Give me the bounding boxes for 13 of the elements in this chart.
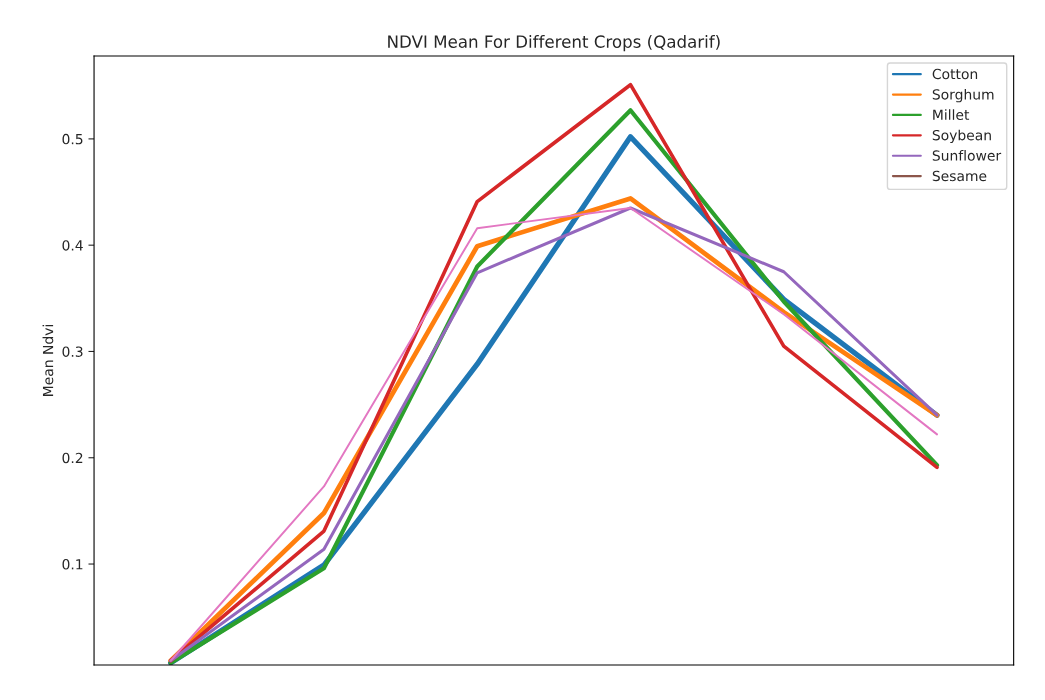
legend-label: Sesame	[932, 170, 987, 182]
y-tick-label: 0.1	[62, 559, 83, 570]
y-tick-label: 0.2	[62, 452, 83, 464]
legend-label: Sunflower	[932, 150, 1002, 161]
y-axis-title: Mean Ndvi	[42, 325, 54, 396]
legend-label: Cotton	[932, 68, 978, 80]
y-tick-label: 0.4	[62, 240, 83, 251]
chart-title: NDVI Mean For Different Crops (Qadarif)	[388, 35, 720, 52]
legend-label: Soybean	[932, 129, 991, 144]
legend-label: Sorghum	[932, 88, 994, 103]
y-tick-label: 0.5	[62, 133, 83, 145]
legend-label: Millet	[933, 109, 970, 121]
y-tick-label: 0.3	[62, 346, 83, 357]
